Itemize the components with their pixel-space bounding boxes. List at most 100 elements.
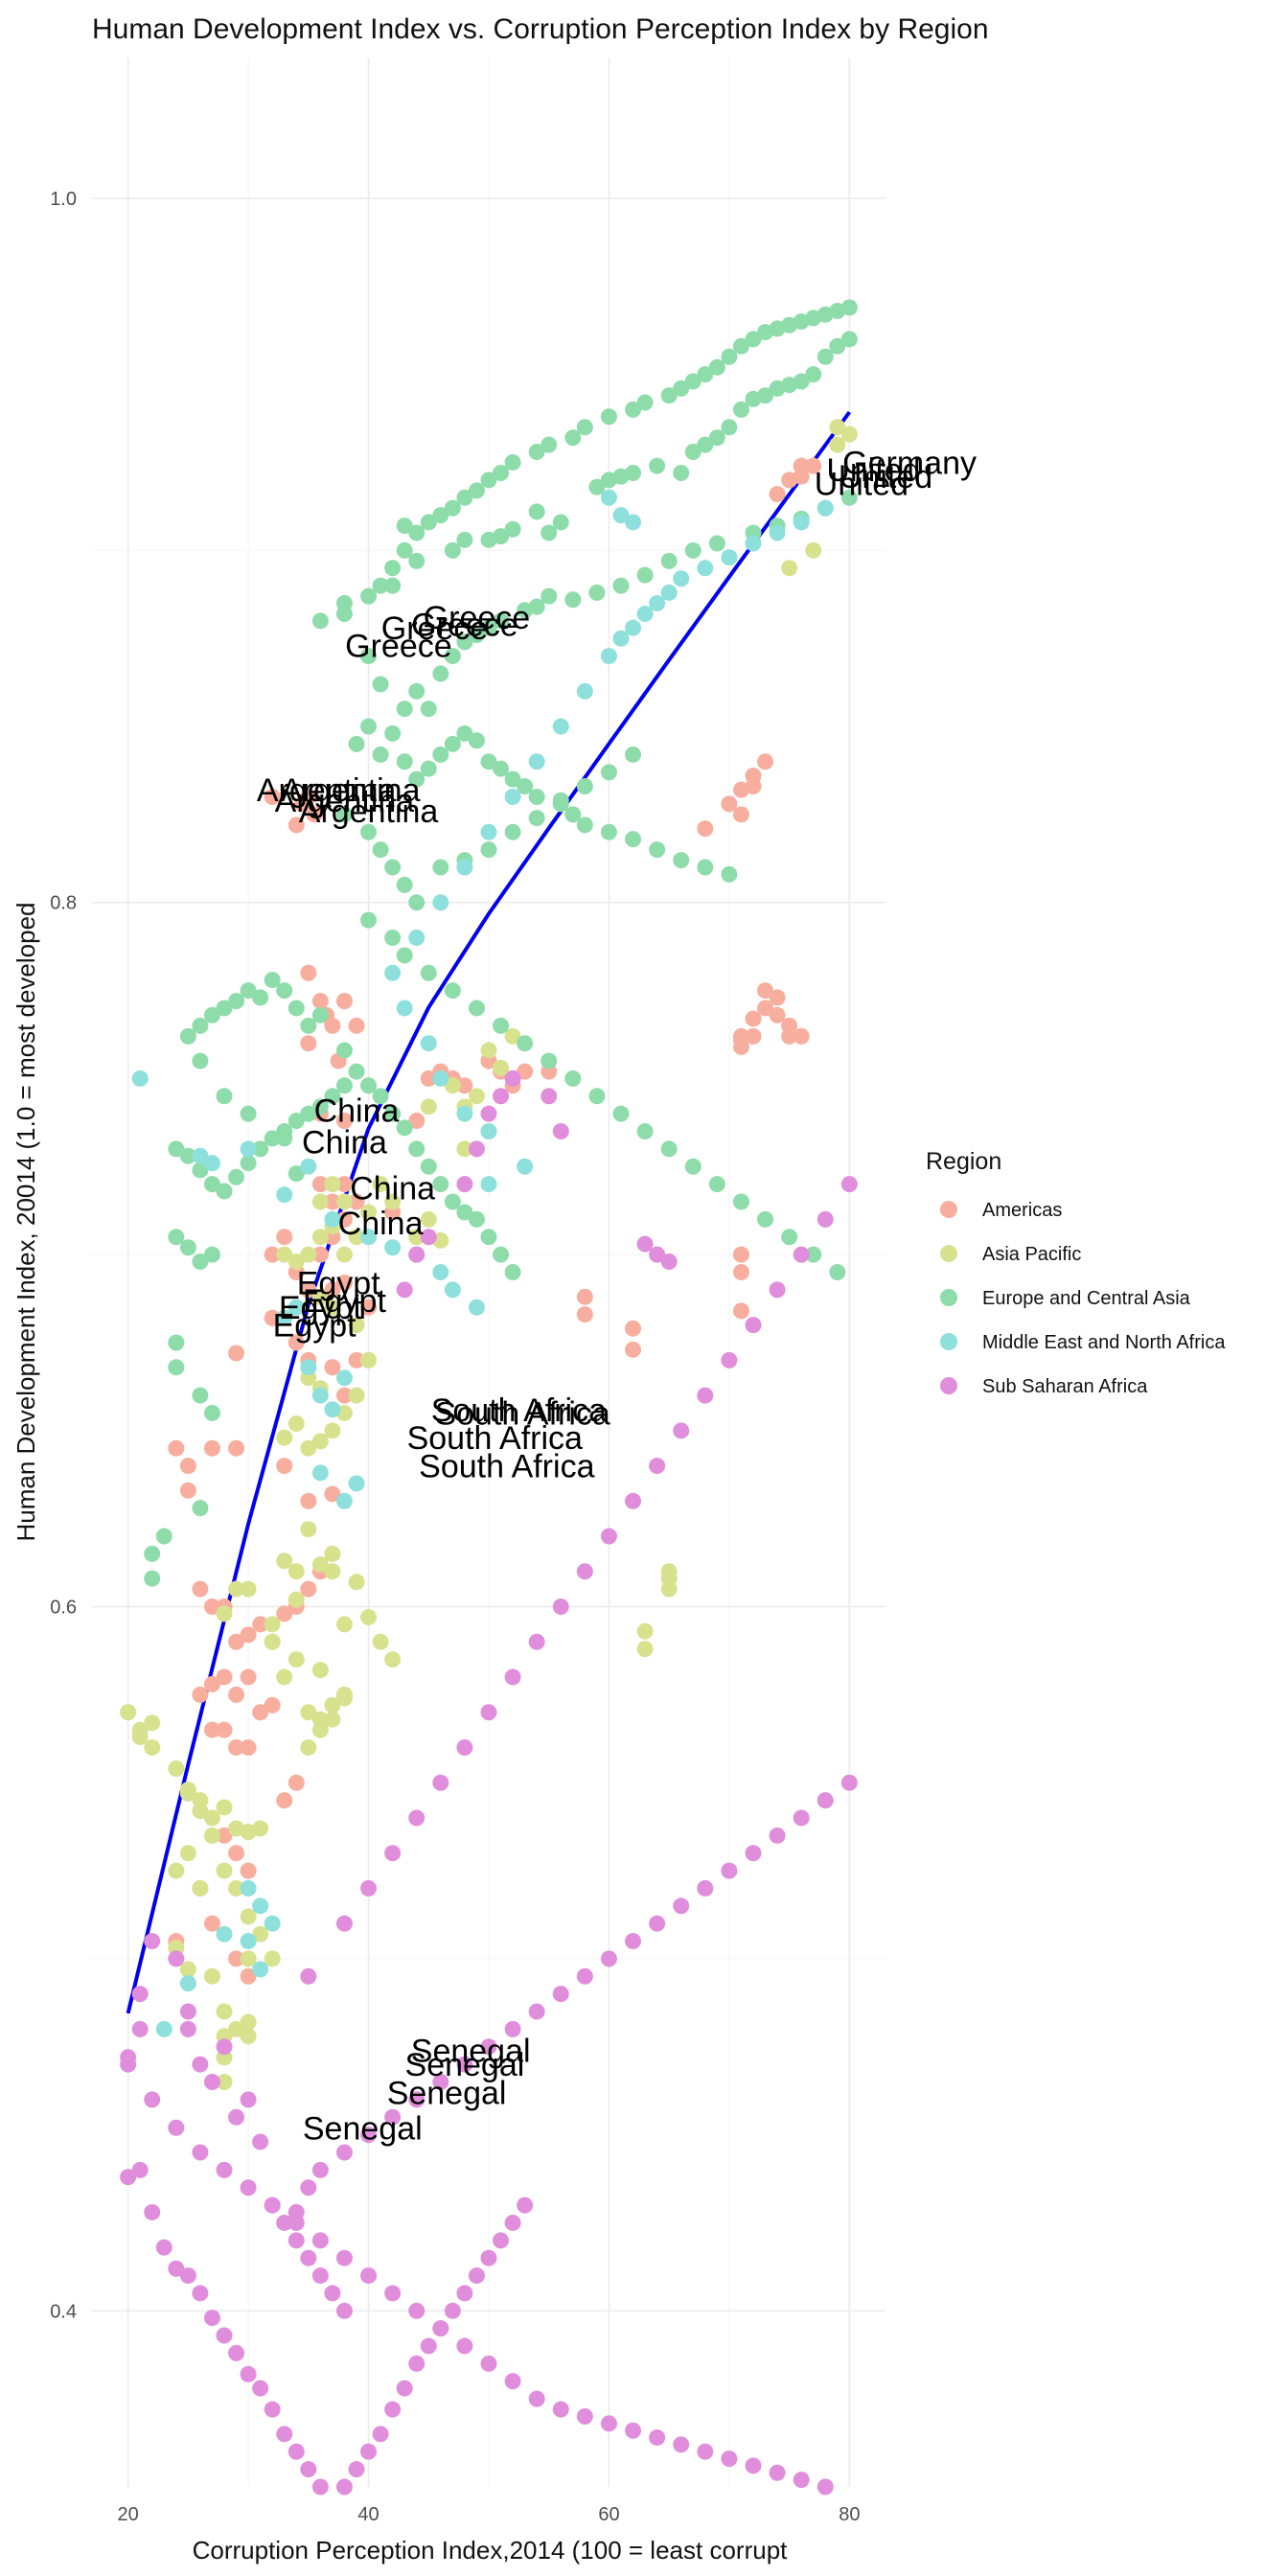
point-asia-pacific: [179, 1782, 196, 1799]
point-americas: [276, 1605, 293, 1622]
point-sub-saharan-africa: [360, 2127, 378, 2144]
point-middle-east-and-north-africa: [625, 514, 642, 531]
point-europe-and-central-asia: [576, 816, 593, 834]
point-sub-saharan-africa: [216, 2161, 233, 2178]
point-americas: [240, 1626, 257, 1644]
point-sub-saharan-africa: [552, 1598, 569, 1616]
point-middle-east-and-north-africa: [480, 1123, 497, 1140]
point-europe-and-central-asia: [144, 1570, 161, 1587]
point-europe-and-central-asia: [708, 429, 725, 447]
point-sub-saharan-africa: [673, 1422, 690, 1439]
point-asia-pacific: [144, 1714, 161, 1732]
point-middle-east-and-north-africa: [179, 1975, 196, 1992]
point-asia-pacific: [252, 1925, 269, 1943]
point-sub-saharan-africa: [216, 2038, 233, 2056]
point-sub-saharan-africa: [649, 1458, 666, 1475]
point-europe-and-central-asia: [517, 1035, 534, 1052]
point-sub-saharan-africa: [540, 1088, 558, 1105]
point-americas: [757, 753, 774, 770]
point-americas: [228, 1633, 245, 1650]
point-sub-saharan-africa: [335, 2249, 353, 2266]
point-europe-and-central-asia: [288, 1165, 305, 1183]
point-europe-and-central-asia: [420, 964, 437, 981]
point-sub-saharan-africa: [228, 2344, 245, 2361]
point-europe-and-central-asia: [240, 1155, 257, 1172]
point-asia-pacific: [372, 1633, 389, 1650]
point-middle-east-and-north-africa: [769, 524, 786, 541]
point-europe-and-central-asia: [697, 436, 714, 453]
point-middle-east-and-north-africa: [408, 929, 426, 946]
point-asia-pacific: [829, 436, 846, 453]
point-sub-saharan-africa: [300, 2249, 317, 2266]
point-sub-saharan-africa: [144, 2091, 161, 2108]
point-europe-and-central-asia: [504, 770, 521, 788]
point-americas: [335, 1210, 353, 1228]
point-sub-saharan-africa: [420, 1229, 437, 1246]
point-europe-and-central-asia: [576, 778, 593, 794]
point-asia-pacific: [179, 1961, 196, 1978]
point-europe-and-central-asia: [456, 1204, 473, 1221]
point-europe-and-central-asia: [300, 1017, 317, 1034]
point-asia-pacific: [216, 1799, 233, 1816]
chart-title: Human Development Index vs. Corruption P…: [92, 13, 989, 45]
point-asia-pacific: [179, 1845, 196, 1862]
trend-line: [126, 410, 852, 2014]
point-europe-and-central-asia: [324, 1088, 341, 1105]
point-americas: [203, 1721, 220, 1738]
point-europe-and-central-asia: [588, 478, 606, 495]
point-middle-east-and-north-africa: [240, 1140, 257, 1158]
point-sub-saharan-africa: [816, 1210, 834, 1228]
point-sub-saharan-africa: [300, 2461, 317, 2478]
point-europe-and-central-asia: [805, 366, 822, 383]
point-sub-saharan-africa: [480, 2355, 497, 2372]
point-europe-and-central-asia: [276, 982, 293, 1000]
point-middle-east-and-north-africa: [276, 1309, 293, 1326]
point-europe-and-central-asia: [588, 584, 606, 601]
point-europe-and-central-asia: [144, 1545, 161, 1562]
point-middle-east-and-north-africa: [311, 1387, 329, 1404]
point-americas: [348, 1193, 365, 1210]
point-europe-and-central-asia: [216, 1183, 233, 1200]
point-sub-saharan-africa: [697, 1387, 714, 1404]
point-europe-and-central-asia: [708, 358, 725, 376]
point-asia-pacific: [300, 1246, 317, 1263]
point-europe-and-central-asia: [636, 1123, 654, 1140]
legend-key: [940, 1289, 957, 1306]
point-asia-pacific: [384, 1193, 402, 1210]
point-sub-saharan-africa: [504, 2214, 521, 2231]
point-europe-and-central-asia: [625, 465, 642, 482]
point-asia-pacific: [144, 1738, 161, 1756]
point-europe-and-central-asia: [408, 894, 426, 911]
x-tick-label: 60: [598, 2504, 619, 2525]
point-middle-east-and-north-africa: [576, 682, 593, 700]
point-europe-and-central-asia: [517, 778, 534, 794]
point-americas: [335, 1387, 353, 1404]
point-asia-pacific: [335, 1616, 353, 1633]
country-label: China: [314, 1093, 400, 1130]
point-americas: [288, 1774, 305, 1791]
point-sub-saharan-africa: [493, 1088, 510, 1105]
point-sub-saharan-africa: [649, 1915, 666, 1932]
point-sub-saharan-africa: [480, 1704, 497, 1721]
point-europe-and-central-asia: [432, 665, 449, 682]
point-europe-and-central-asia: [168, 1359, 185, 1376]
legend-label: Middle East and North Africa: [982, 1332, 1226, 1353]
point-americas: [335, 1176, 353, 1193]
point-europe-and-central-asia: [600, 764, 617, 781]
point-asia-pacific: [660, 1563, 678, 1580]
legend-key: [940, 1377, 957, 1394]
point-sub-saharan-africa: [311, 2267, 329, 2285]
point-europe-and-central-asia: [480, 619, 497, 636]
country-label: United: [815, 467, 908, 503]
point-europe-and-central-asia: [192, 1162, 209, 1179]
point-europe-and-central-asia: [468, 732, 485, 749]
point-middle-east-and-north-africa: [552, 718, 569, 735]
point-asia-pacific: [311, 1288, 329, 1305]
point-europe-and-central-asia: [732, 401, 749, 418]
point-asia-pacific: [444, 1077, 461, 1094]
point-europe-and-central-asia: [829, 337, 846, 355]
point-middle-east-and-north-africa: [468, 1299, 485, 1316]
point-sub-saharan-africa: [276, 2426, 293, 2443]
point-europe-and-central-asia: [216, 1000, 233, 1017]
